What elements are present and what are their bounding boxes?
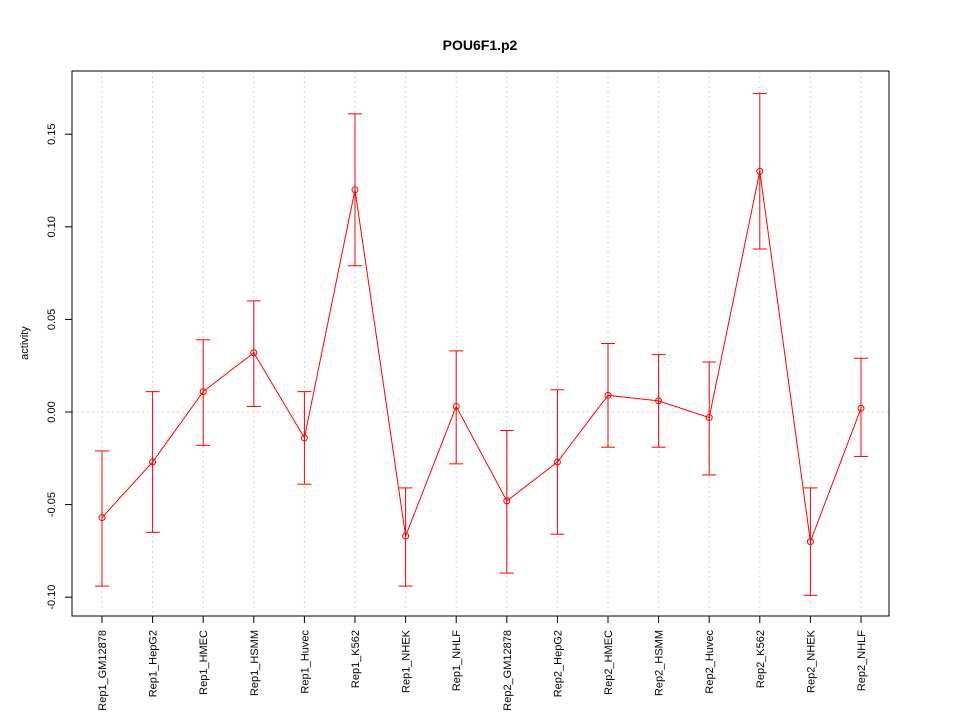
x-axis: Rep1_GM12878 Rep1_HepG2 Rep1_HMEC Rep1_HSMM… xyxy=(97,616,868,711)
x-tick-label: Rep2_NHLF xyxy=(856,630,868,691)
x-tick-label: Rep2_K562 xyxy=(755,630,767,688)
x-tick-label: Rep1_K562 xyxy=(350,630,362,688)
data-point xyxy=(199,388,207,396)
series-line xyxy=(101,171,862,542)
y-tick-label: 0.15 xyxy=(46,124,58,145)
data-point xyxy=(604,391,612,399)
grid xyxy=(72,71,889,616)
x-tick-label: Rep1_GM12878 xyxy=(97,630,109,711)
y-tick-label: -0.05 xyxy=(46,492,58,517)
y-tick-label: 0.00 xyxy=(46,401,58,422)
x-tick-label: Rep2_GM12878 xyxy=(502,630,514,711)
x-tick-label: Rep1_Huvec xyxy=(299,630,311,694)
x-tick-label: Rep2_NHEK xyxy=(805,629,817,693)
x-tick-label: Rep1_HMEC xyxy=(198,630,210,695)
data-point xyxy=(351,186,359,194)
data-point xyxy=(98,514,106,522)
plot-frame xyxy=(71,70,890,617)
x-tick-label: Rep2_Huvec xyxy=(704,630,716,694)
x-tick-label: Rep2_HSMM xyxy=(654,630,666,696)
y-tick-label: -0.10 xyxy=(46,585,58,610)
chart-title: POU6F1.p2 xyxy=(443,37,518,53)
data-point xyxy=(806,538,814,546)
data-point xyxy=(300,434,308,442)
data-point xyxy=(452,402,460,410)
x-tick-label: Rep1_NHEK xyxy=(401,629,413,693)
data-point xyxy=(402,532,410,540)
x-tick-label: Rep1_HSMM xyxy=(249,630,261,696)
x-tick-label: Rep2_HepG2 xyxy=(552,630,564,697)
data-point xyxy=(655,397,663,405)
x-tick-label: Rep1_NHLF xyxy=(451,630,463,691)
data-point xyxy=(553,458,561,466)
y-axis-label: activity xyxy=(19,326,31,360)
data-point xyxy=(250,349,258,357)
series xyxy=(95,92,868,596)
data-point xyxy=(503,497,511,505)
y-axis: -0.10 -0.05 0.00 0.05 0.10 0.15 xyxy=(46,124,72,610)
data-point xyxy=(705,414,713,422)
data-point xyxy=(756,167,764,175)
data-point xyxy=(857,404,865,412)
x-tick-label: Rep1_HepG2 xyxy=(148,630,160,697)
y-tick-label: 0.10 xyxy=(46,216,58,237)
data-point xyxy=(149,458,157,466)
y-tick-label: 0.05 xyxy=(46,309,58,330)
x-tick-label: Rep2_HMEC xyxy=(603,630,615,695)
